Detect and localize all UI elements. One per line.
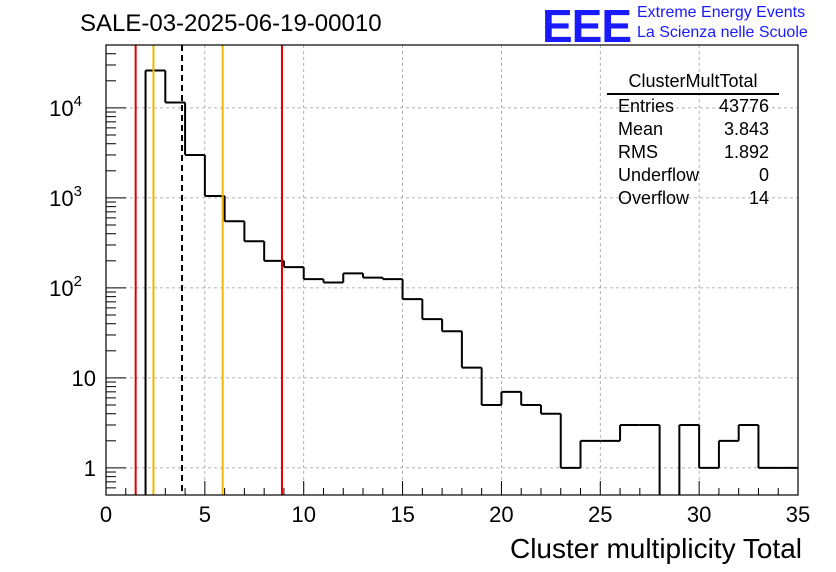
marker-lines: [134, 45, 283, 495]
logo-line-2: La Scienza nelle Scuole: [637, 24, 808, 41]
x-tick-label: 10: [291, 502, 315, 527]
run-title: SALE-03-2025-06-19-00010: [80, 10, 382, 37]
stats-label: RMS: [618, 142, 658, 162]
stats-row: Underflow 0: [607, 164, 779, 187]
eee-logo: EEE: [542, 0, 632, 52]
stats-row: Entries 43776: [607, 95, 779, 118]
stats-box: ClusterMultTotal Entries 43776 Mean 3.84…: [607, 70, 779, 210]
x-tick-label: 25: [588, 502, 612, 527]
y-tick-label: 1: [84, 456, 96, 481]
stats-row: RMS 1.892: [607, 141, 779, 164]
stats-value: 3.843: [723, 119, 769, 139]
grid-lines: [106, 45, 798, 495]
stats-label: Mean: [618, 119, 664, 139]
stats-label: Underflow: [618, 165, 700, 185]
stats-label: Overflow: [618, 188, 690, 208]
x-tick-label: 35: [786, 502, 810, 527]
stats-value: 14: [748, 188, 769, 208]
plot-frame: [105, 44, 799, 496]
x-tick-label: 5: [199, 502, 211, 527]
y-axis: 1 10 102 103 104: [49, 53, 126, 489]
x-tick-label: 15: [390, 502, 414, 527]
y-tick-label: 102: [49, 273, 82, 301]
y-tick-label: 104: [49, 93, 82, 121]
stats-title: ClusterMultTotal: [607, 70, 779, 95]
stats-row: Mean 3.843: [607, 118, 779, 141]
x-tick-label: 20: [489, 502, 513, 527]
stats-row: Overflow 14: [607, 187, 779, 210]
y-tick-label: 10: [72, 366, 96, 391]
x-axis-title: Cluster multiplicity Total: [509, 533, 802, 564]
stats-value: 0: [758, 165, 769, 185]
stats-label: Entries: [618, 96, 675, 116]
histogram-series: [144, 69, 798, 495]
x-tick-label: 0: [100, 502, 112, 527]
logo-line-1: Extreme Energy Events: [637, 4, 806, 21]
x-tick-label: 30: [687, 502, 711, 527]
stats-value: 43776: [718, 96, 769, 116]
x-axis: 0 5 10 15 20 25 30 35: [100, 481, 810, 527]
stats-value: 1.892: [723, 142, 769, 162]
y-tick-label: 103: [49, 183, 82, 211]
